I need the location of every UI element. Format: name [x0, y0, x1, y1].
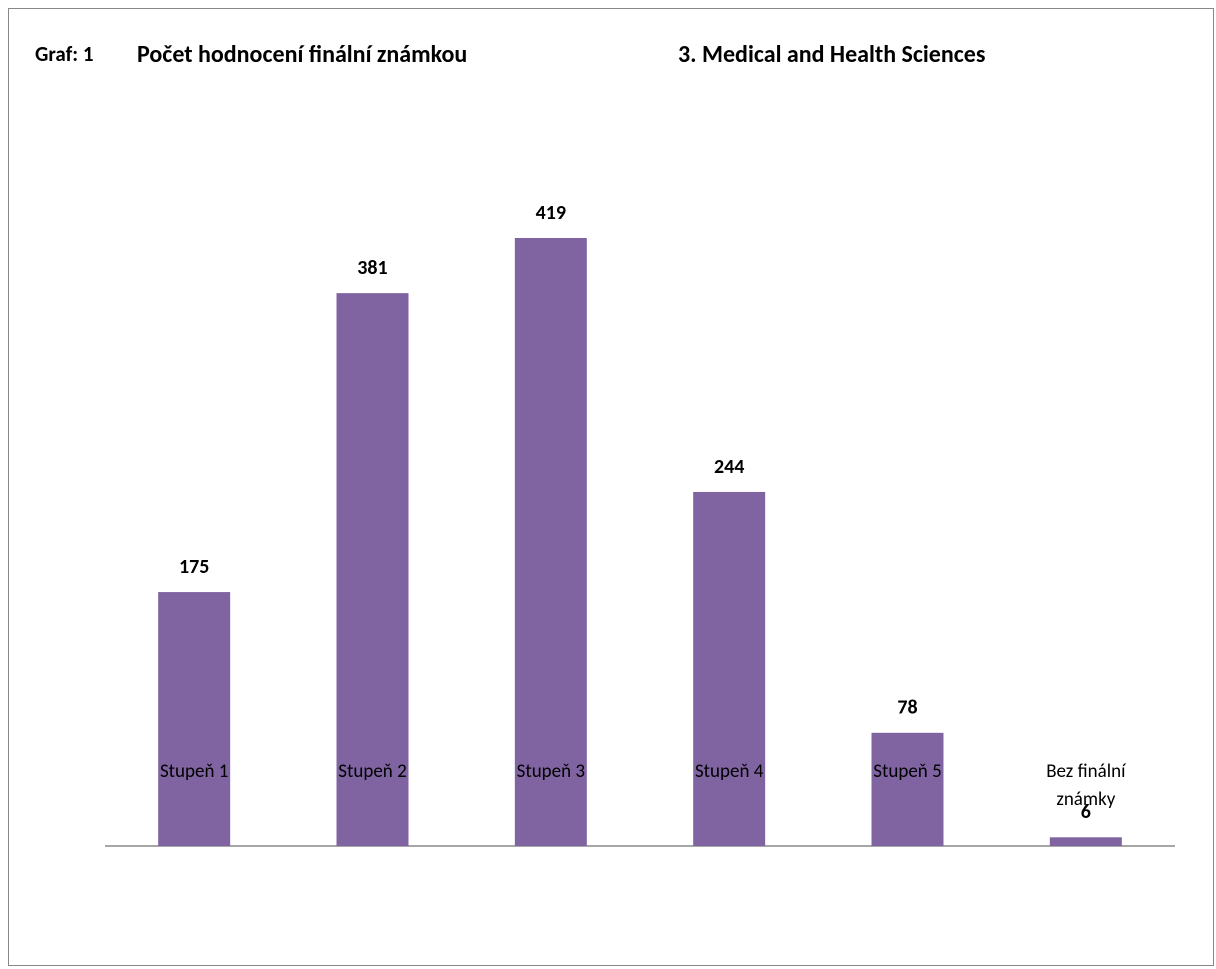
bar — [693, 491, 766, 846]
x-tick-label: Stupeň 4 — [694, 760, 764, 783]
data-label: 419 — [536, 201, 566, 225]
bar — [1049, 837, 1122, 846]
x-tick-label: Stupeň 2 — [338, 760, 407, 783]
bar — [514, 238, 587, 846]
chart-label: Graf: 1 — [35, 41, 93, 67]
data-label: 381 — [357, 256, 387, 280]
x-tick-label: Stupeň 5 — [873, 760, 942, 783]
bar — [336, 293, 409, 846]
x-tick-label: Stupeň 3 — [516, 760, 586, 783]
x-tick-label: Stupeň 1 — [159, 760, 229, 783]
data-label: 6 — [1081, 800, 1091, 824]
data-label: 175 — [179, 555, 209, 579]
data-label: 78 — [897, 696, 917, 720]
chart-subtitle: 3. Medical and Health Sciences — [678, 40, 985, 69]
chart-frame — [8, 8, 1214, 966]
chart-title: Počet hodnocení finální známkou — [137, 40, 467, 69]
data-label: 244 — [714, 455, 744, 479]
bar — [871, 732, 944, 846]
x-tick-label: Bez finální známky — [1046, 760, 1126, 811]
bar — [158, 592, 231, 846]
